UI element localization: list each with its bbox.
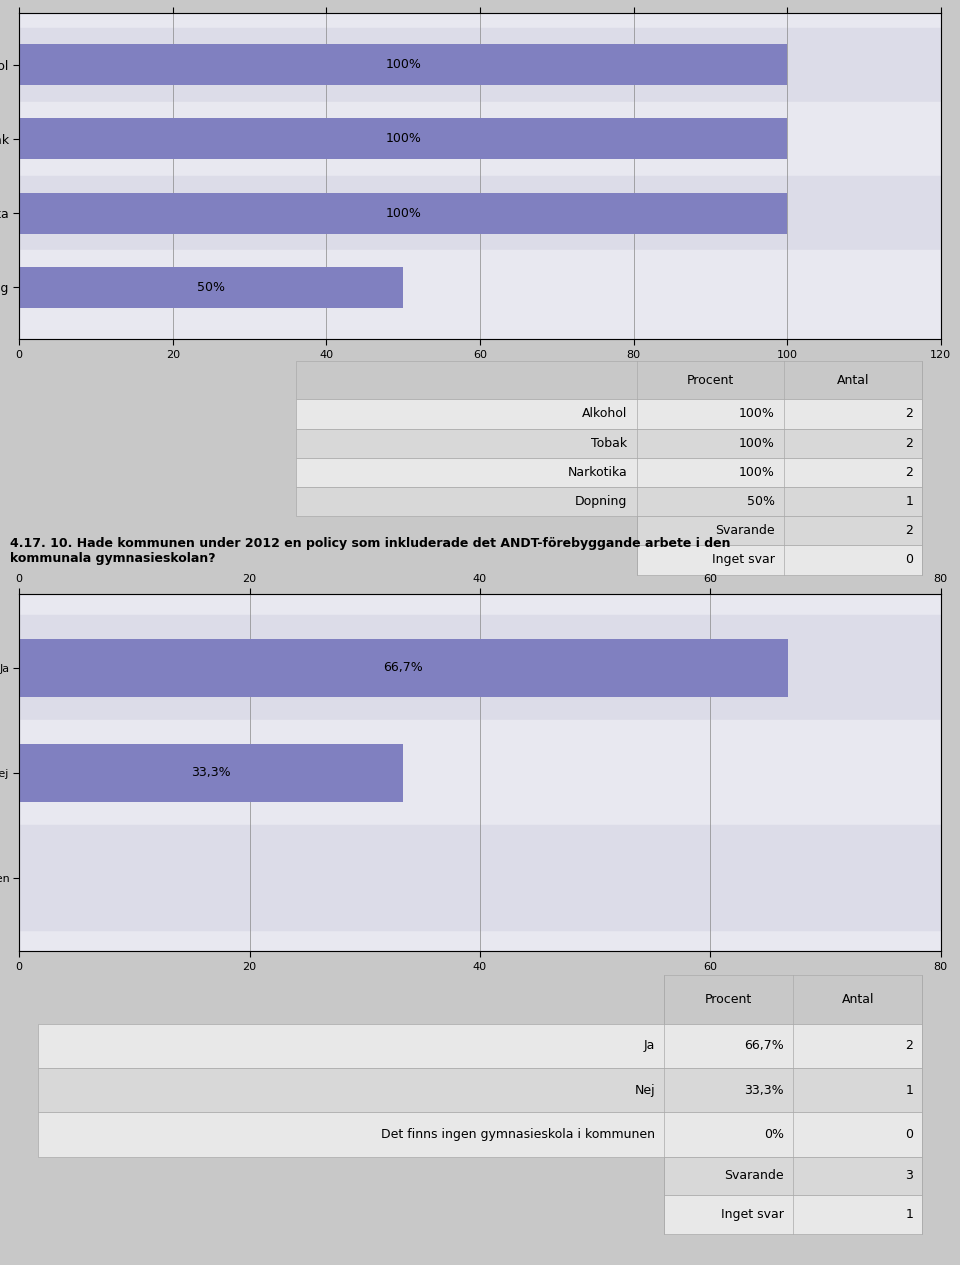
FancyBboxPatch shape (37, 1023, 923, 1068)
Bar (19, 250, 941, 325)
Bar (19, 119, 787, 159)
Text: 66,7%: 66,7% (383, 662, 423, 674)
Text: Tobak: Tobak (591, 436, 628, 449)
Text: Narkotika: Narkotika (567, 466, 628, 479)
FancyBboxPatch shape (636, 545, 923, 574)
Text: Inget svar: Inget svar (712, 554, 775, 567)
Text: Procent: Procent (706, 993, 753, 1006)
Text: Inget svar: Inget svar (721, 1208, 784, 1221)
Text: 3: 3 (905, 1169, 913, 1183)
FancyBboxPatch shape (37, 1112, 923, 1156)
Text: Procent: Procent (686, 373, 734, 387)
Text: 4.17. 10. Hade kommunen under 2012 en policy som inkluderade det ANDT-förebyggan: 4.17. 10. Hade kommunen under 2012 en po… (10, 538, 731, 565)
Text: Alkohol: Alkohol (582, 407, 628, 420)
Bar (19, 744, 403, 802)
Text: Ja: Ja (644, 1040, 655, 1052)
Text: 0: 0 (905, 1128, 913, 1141)
FancyBboxPatch shape (296, 400, 923, 429)
FancyBboxPatch shape (296, 487, 923, 516)
Text: 1: 1 (905, 1084, 913, 1097)
Bar (19, 720, 941, 825)
Text: Dopning: Dopning (575, 495, 628, 509)
Text: 33,3%: 33,3% (745, 1084, 784, 1097)
Text: 50%: 50% (197, 281, 226, 293)
FancyBboxPatch shape (664, 1195, 923, 1233)
Text: 2: 2 (905, 407, 913, 420)
FancyBboxPatch shape (296, 361, 923, 400)
Text: Nej: Nej (635, 1084, 655, 1097)
Text: Svarande: Svarande (725, 1169, 784, 1183)
Text: 66,7%: 66,7% (744, 1040, 784, 1052)
Text: 100%: 100% (739, 466, 775, 479)
Bar (19, 615, 941, 720)
FancyBboxPatch shape (296, 458, 923, 487)
Text: 50%: 50% (747, 495, 775, 509)
Text: 100%: 100% (385, 133, 421, 145)
Text: Antal: Antal (842, 993, 875, 1006)
FancyBboxPatch shape (636, 516, 923, 545)
FancyBboxPatch shape (296, 429, 923, 458)
Bar (19, 28, 941, 101)
Text: Svarande: Svarande (715, 524, 775, 538)
Bar (19, 101, 941, 176)
Bar (19, 639, 787, 697)
Text: 100%: 100% (739, 407, 775, 420)
FancyBboxPatch shape (664, 975, 923, 1023)
Bar (19, 267, 403, 307)
Text: 100%: 100% (385, 58, 421, 71)
FancyBboxPatch shape (664, 1156, 923, 1195)
Bar (19, 176, 941, 250)
Text: 1: 1 (905, 1208, 913, 1221)
FancyBboxPatch shape (37, 1068, 923, 1112)
Text: 100%: 100% (739, 436, 775, 449)
Text: 1: 1 (905, 495, 913, 509)
Text: 33,3%: 33,3% (191, 767, 230, 779)
Text: 100%: 100% (385, 206, 421, 220)
Text: Antal: Antal (837, 373, 870, 387)
Text: 2: 2 (905, 1040, 913, 1052)
Bar (19, 44, 787, 85)
Text: 2: 2 (905, 436, 913, 449)
Bar (19, 192, 787, 234)
Text: 0%: 0% (764, 1128, 784, 1141)
Text: 0: 0 (905, 554, 913, 567)
Bar (19, 825, 941, 931)
Text: 2: 2 (905, 466, 913, 479)
Text: Det finns ingen gymnasieskola i kommunen: Det finns ingen gymnasieskola i kommunen (381, 1128, 655, 1141)
Text: 2: 2 (905, 524, 913, 538)
